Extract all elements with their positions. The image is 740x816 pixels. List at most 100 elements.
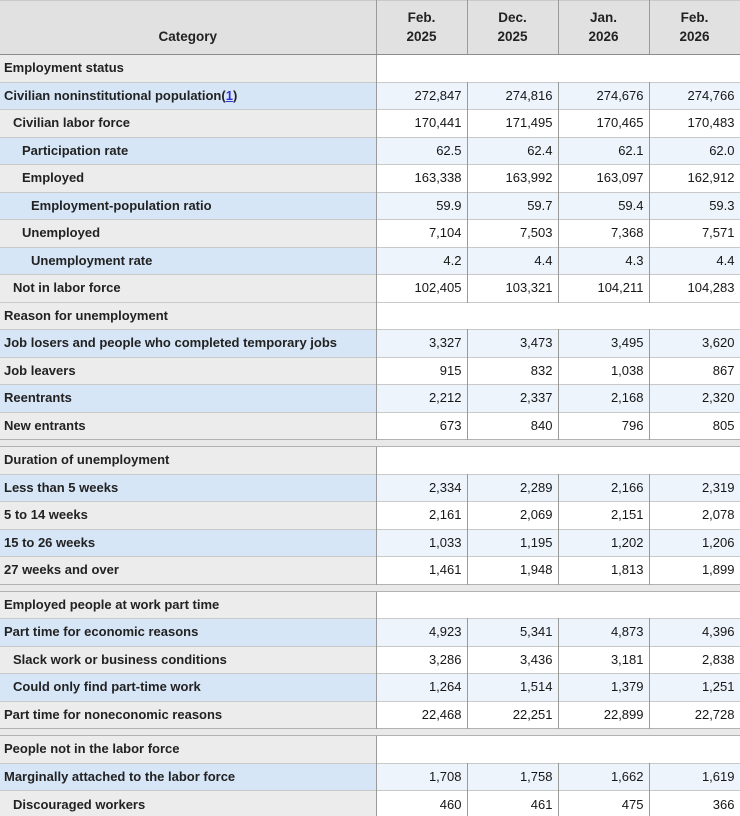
category-label: Unemployed <box>22 225 101 241</box>
value-cell: 2,334 <box>376 473 468 502</box>
section-title-cell: Duration of unemployment <box>0 446 377 474</box>
table-row: Unemployed 7,104 7,503 7,368 7,571 <box>0 219 740 247</box>
value-cell: 2,161 <box>376 501 468 529</box>
column-header-year: 2026 <box>588 29 619 44</box>
category-cell: Unemployed <box>0 219 377 247</box>
section-empty-cell <box>376 446 740 474</box>
table-row: 5 to 14 weeks 2,161 2,069 2,151 2,078 <box>0 501 740 529</box>
value-cell: 22,899 <box>558 700 650 729</box>
value-cell: 7,368 <box>558 219 650 247</box>
section-spacer-cell <box>0 583 740 592</box>
category-label: Less than 5 weeks <box>4 479 119 495</box>
value-cell: 1,038 <box>558 356 650 385</box>
category-label: Employment-population ratio <box>31 197 212 213</box>
value-cell: 3,495 <box>558 329 650 357</box>
header-row: Category Feb. 2025 Dec. 2025 Jan. 2026 Feb. 202… <box>0 0 740 55</box>
category-cell: Part time for noneconomic reasons <box>0 700 377 729</box>
category-label: Slack work or business conditions <box>13 651 227 667</box>
section-empty-cell <box>376 54 740 82</box>
value-cell: 274,766 <box>649 81 740 110</box>
value-cell: 4,873 <box>558 618 650 646</box>
category-label: Job leavers <box>4 362 76 378</box>
value-cell: 103,321 <box>467 274 559 302</box>
value-cell: 1,195 <box>467 528 559 557</box>
value-cell: 2,337 <box>467 384 559 412</box>
category-label: Reentrants <box>4 390 72 406</box>
value-cell: 5,341 <box>467 618 559 646</box>
section-empty-cell <box>376 301 740 330</box>
table-row: Part time for economic reasons 4,923 5,341… <box>0 618 740 646</box>
table-row: Reentrants 2,212 2,337 2,168 2,320 <box>0 384 740 412</box>
value-cell: 1,251 <box>649 673 740 701</box>
table-row: Job losers and people who completed temp… <box>0 329 740 357</box>
table-row: Slack work or business conditions 3,286 3,… <box>0 645 740 674</box>
section-header-row: People not in the labor force <box>0 735 740 763</box>
value-cell: 2,078 <box>649 501 740 529</box>
value-cell: 2,320 <box>649 384 740 412</box>
value-cell: 1,899 <box>649 556 740 584</box>
column-header-month: Feb. <box>680 10 709 25</box>
category-cell: 27 weeks and over <box>0 556 377 584</box>
table-row: Employed 163,338 163,992 163,097 162,912 <box>0 164 740 192</box>
value-cell: 7,571 <box>649 219 740 247</box>
category-cell: New entrants <box>0 411 377 440</box>
value-cell: 673 <box>376 411 468 440</box>
table-row: Discouraged workers 460 461 475 366 <box>0 790 740 816</box>
value-cell: 4.4 <box>467 246 559 275</box>
value-cell: 2,168 <box>558 384 650 412</box>
category-label: Not in labor force <box>13 280 121 296</box>
table-row: Employment-population ratio 59.9 59.7 59.4 5… <box>0 191 740 220</box>
footnote-link[interactable]: 1 <box>225 87 233 103</box>
value-cell: 2,319 <box>649 473 740 502</box>
table-row: Unemployment rate 4.2 4.4 4.3 4.4 <box>0 246 740 275</box>
category-cell: Slack work or business conditions <box>0 645 377 674</box>
value-cell: 62.0 <box>649 136 740 165</box>
table-row: Civilian noninstitutional population(1) 2… <box>0 81 740 110</box>
value-cell: 62.1 <box>558 136 650 165</box>
value-cell: 796 <box>558 411 650 440</box>
value-cell: 59.3 <box>649 191 740 220</box>
value-cell: 1,813 <box>558 556 650 584</box>
column-header-month: Feb. <box>407 10 436 25</box>
column-header-year: 2025 <box>497 29 528 44</box>
category-cell: 5 to 14 weeks <box>0 501 377 529</box>
section-spacer-row <box>0 439 740 447</box>
value-cell: 1,264 <box>376 673 468 701</box>
value-cell: 1,619 <box>649 762 740 791</box>
value-cell: 1,379 <box>558 673 650 701</box>
value-cell: 4,396 <box>649 618 740 646</box>
table-row: Participation rate 62.5 62.4 62.1 62.0 <box>0 136 740 165</box>
category-cell: Civilian noninstitutional population(1) <box>0 81 377 110</box>
value-cell: 163,992 <box>467 164 559 192</box>
section-spacer-cell <box>0 728 740 736</box>
value-cell: 2,069 <box>467 501 559 529</box>
value-cell: 1,033 <box>376 528 468 557</box>
value-cell: 4.3 <box>558 246 650 275</box>
value-cell: 22,728 <box>649 700 740 729</box>
section-empty-cell <box>376 735 740 763</box>
value-cell: 1,662 <box>558 762 650 791</box>
value-cell: 4,923 <box>376 618 468 646</box>
category-cell: Employed <box>0 164 377 192</box>
column-header-year: 2026 <box>679 29 710 44</box>
category-label: Could only find part-time work <box>13 679 201 695</box>
value-cell: 162,912 <box>649 164 740 192</box>
column-header: Feb. 2026 <box>648 0 740 55</box>
value-cell: 171,495 <box>467 109 559 137</box>
table-row: Less than 5 weeks 2,334 2,289 2,166 2,319 <box>0 473 740 502</box>
value-cell: 366 <box>649 790 740 816</box>
value-cell: 2,289 <box>467 473 559 502</box>
category-cell: Unemployment rate <box>0 246 377 275</box>
value-cell: 475 <box>558 790 650 816</box>
section-header-row: Duration of unemployment <box>0 446 740 474</box>
value-cell: 460 <box>376 790 468 816</box>
category-label: Participation rate <box>22 142 129 158</box>
value-cell: 1,461 <box>376 556 468 584</box>
section-title-cell: People not in the labor force <box>0 735 377 763</box>
value-cell: 170,441 <box>376 109 468 137</box>
column-header: Feb. 2025 <box>375 0 467 55</box>
section-spacer-cell <box>0 439 740 447</box>
table-row: New entrants 673 840 796 805 <box>0 411 740 440</box>
category-cell: Job losers and people who completed temp… <box>0 329 377 357</box>
category-cell: Reentrants <box>0 384 377 412</box>
